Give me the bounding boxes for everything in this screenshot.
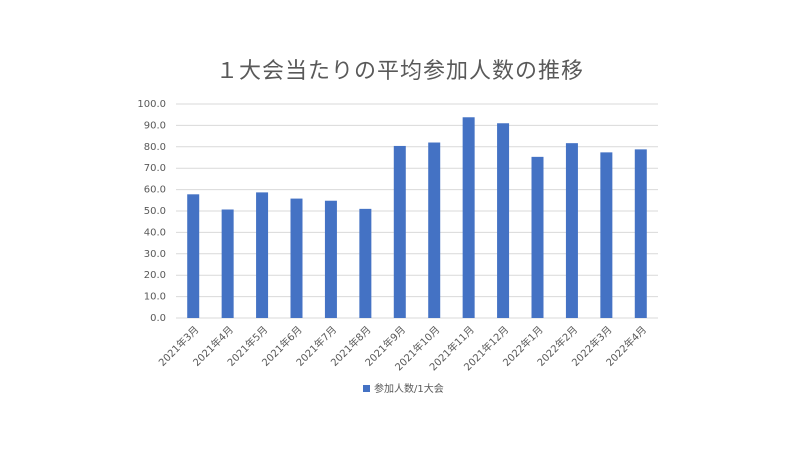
y-tick-label: 40.0 <box>144 227 166 238</box>
y-tick-label: 80.0 <box>144 142 166 153</box>
y-tick-label: 0.0 <box>150 313 166 324</box>
bar <box>290 198 303 318</box>
bar <box>600 152 613 318</box>
y-tick-label: 90.0 <box>144 120 166 131</box>
bar <box>428 142 441 318</box>
y-tick-label: 50.0 <box>144 206 166 217</box>
y-tick-label: 20.0 <box>144 270 166 281</box>
bar <box>324 200 337 318</box>
y-tick-label: 100.0 <box>137 99 166 110</box>
chart-title: １大会当たりの平均参加人数の推移 <box>216 59 584 84</box>
y-tick-label: 10.0 <box>144 292 166 303</box>
bar <box>497 123 510 318</box>
bar <box>256 192 269 318</box>
bar <box>221 209 234 318</box>
y-tick-label: 60.0 <box>144 185 166 196</box>
bar <box>393 145 406 318</box>
y-tick-label: 30.0 <box>144 249 166 260</box>
bar <box>187 194 200 318</box>
bar <box>565 143 578 318</box>
bar <box>359 208 372 318</box>
legend-label: 参加人数/1大会 <box>374 382 444 395</box>
bar <box>531 156 544 318</box>
y-tick-label: 70.0 <box>144 163 166 174</box>
bar <box>462 117 475 318</box>
bar <box>634 149 647 318</box>
legend-swatch <box>363 385 370 392</box>
